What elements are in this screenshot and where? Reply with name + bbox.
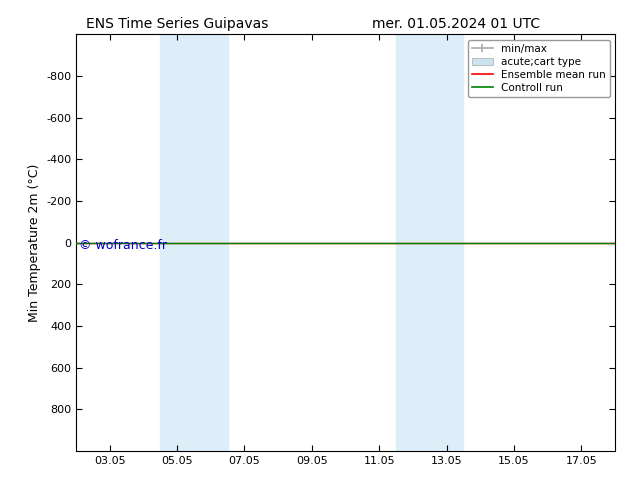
Text: ENS Time Series Guipavas: ENS Time Series Guipavas xyxy=(86,17,269,31)
Text: mer. 01.05.2024 01 UTC: mer. 01.05.2024 01 UTC xyxy=(372,17,541,31)
Bar xyxy=(396,34,463,451)
Bar xyxy=(160,34,228,451)
Legend: min/max, acute;cart type, Ensemble mean run, Controll run: min/max, acute;cart type, Ensemble mean … xyxy=(467,40,610,97)
Text: © wofrance.fr: © wofrance.fr xyxy=(79,239,167,252)
Y-axis label: Min Temperature 2m (°C): Min Temperature 2m (°C) xyxy=(27,163,41,322)
